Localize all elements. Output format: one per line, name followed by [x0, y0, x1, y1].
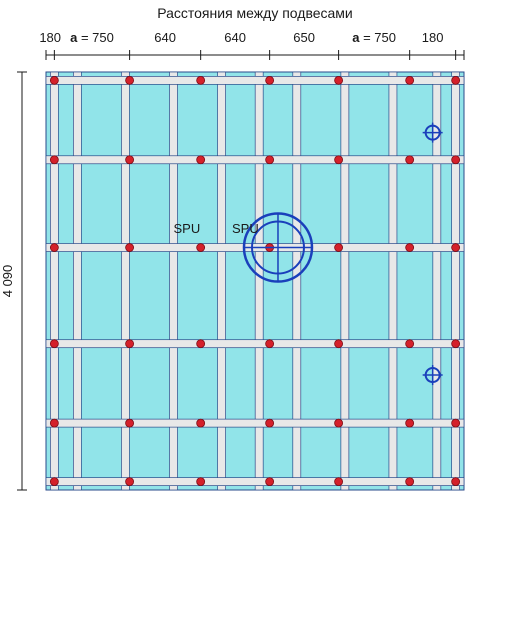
suspension-dot: [126, 76, 134, 84]
suspension-dot: [406, 244, 414, 252]
suspension-dot: [126, 419, 134, 427]
suspension-dot: [406, 340, 414, 348]
suspension-dot: [452, 478, 460, 486]
suspension-dot: [452, 419, 460, 427]
top-dim-label: 650: [293, 30, 315, 45]
suspension-dot: [197, 76, 205, 84]
diagram-canvas: SPU SPU Расстояния между подвесами 180 a = 7…: [0, 0, 525, 639]
suspension-dot: [335, 419, 343, 427]
suspension-dot: [452, 340, 460, 348]
suspension-dot: [126, 244, 134, 252]
suspension-dot: [266, 419, 274, 427]
suspension-dot: [50, 478, 58, 486]
suspension-dot: [406, 76, 414, 84]
top-dim-label: 180: [39, 30, 61, 45]
suspension-dot: [197, 419, 205, 427]
suspension-dot: [266, 478, 274, 486]
suspension-dot: [126, 478, 134, 486]
suspension-dot: [335, 244, 343, 252]
suspension-dot: [266, 156, 274, 164]
spu-label: SPU: [232, 221, 259, 236]
h-profile: [46, 156, 464, 164]
suspension-dot: [126, 156, 134, 164]
top-dim-label: 180: [422, 30, 444, 45]
suspension-dot: [406, 419, 414, 427]
top-dim-label: 640: [224, 30, 246, 45]
top-dim-label: 640: [154, 30, 176, 45]
left-total-label: 4 090: [0, 265, 15, 298]
suspension-dot: [50, 156, 58, 164]
suspension-dot: [452, 76, 460, 84]
suspension-dot: [452, 244, 460, 252]
suspension-dot: [197, 156, 205, 164]
suspension-dot: [50, 244, 58, 252]
suspension-dot: [50, 340, 58, 348]
suspension-dot: [197, 478, 205, 486]
spu-label: SPU: [173, 221, 200, 236]
suspension-dot: [335, 478, 343, 486]
suspension-dot: [197, 340, 205, 348]
h-profile: [46, 419, 464, 427]
h-profile: [46, 340, 464, 348]
suspension-dot: [335, 156, 343, 164]
suspension-dot: [126, 340, 134, 348]
top-title: Расстояния между подвесами: [157, 5, 353, 21]
suspension-dot: [406, 156, 414, 164]
top-dim-label: a = 750: [352, 30, 396, 45]
suspension-dot: [335, 76, 343, 84]
suspension-dot: [266, 76, 274, 84]
h-profile: [46, 76, 464, 84]
suspension-dot: [197, 244, 205, 252]
suspension-dot: [50, 76, 58, 84]
top-dim-label: a = 750: [70, 30, 114, 45]
suspension-dot: [406, 478, 414, 486]
suspension-dot: [335, 340, 343, 348]
suspension-dot: [50, 419, 58, 427]
h-profile: [46, 478, 464, 486]
suspension-dot: [266, 340, 274, 348]
suspension-dot: [452, 156, 460, 164]
